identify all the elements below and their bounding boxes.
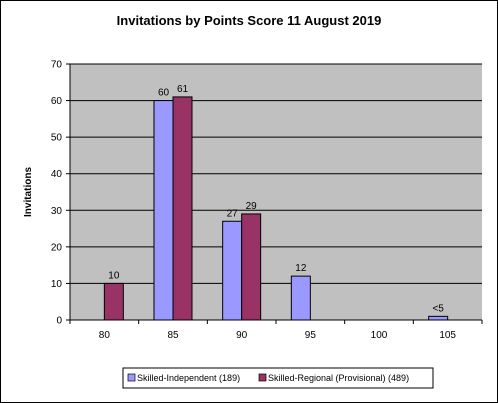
bars <box>103 96 449 321</box>
legend-swatch-skilled-independent <box>127 373 136 382</box>
x-tick-label-105: 105 <box>439 330 456 341</box>
bar-s0-85 <box>153 100 174 321</box>
x-tick-label-90: 90 <box>236 330 248 341</box>
y-tick-label-50: 50 <box>51 133 63 144</box>
y-tick-label-40: 40 <box>51 169 63 180</box>
legend: Skilled-Independent (189) Skilled-Region… <box>122 367 434 389</box>
data-label-s1-85: 61 <box>177 84 189 95</box>
data-label-s0-90: 27 <box>227 208 239 219</box>
legend-box <box>122 367 434 389</box>
bar-s1-85 <box>172 96 193 321</box>
y-tick-label-10: 10 <box>51 279 63 290</box>
legend-label-skilled-regional: Skilled-Regional (Provisional) (489) <box>268 373 409 383</box>
data-label-s0-85: 60 <box>158 88 170 99</box>
y-tick-label-20: 20 <box>51 242 63 253</box>
x-tick-label-80: 80 <box>99 330 111 341</box>
x-tick-label-95: 95 <box>305 330 317 341</box>
bar-s1-90 <box>241 213 262 321</box>
y-axis-ticks: 0 10 20 30 40 50 60 70 <box>51 60 70 327</box>
bar-s1-80 <box>103 282 124 321</box>
x-tick-label-85: 85 <box>167 330 179 341</box>
data-label-s1-90: 29 <box>246 201 258 212</box>
data-label-s0-105: <5 <box>432 303 444 314</box>
data-label-s0-95: 12 <box>295 263 307 274</box>
bar-s0-95 <box>290 275 311 321</box>
legend-swatch-skilled-regional <box>258 373 267 382</box>
gridlines <box>70 63 482 284</box>
bar-s0-105 <box>428 315 449 321</box>
y-tick-label-70: 70 <box>51 60 63 71</box>
y-tick-label-30: 30 <box>51 206 63 217</box>
y-axis-label: Invitations <box>23 167 34 217</box>
data-labels: 60 27 12 <5 10 61 29 <box>108 84 444 314</box>
data-label-s1-80: 10 <box>108 270 120 281</box>
plot-area <box>70 64 482 320</box>
legend-label-skilled-independent: Skilled-Independent (189) <box>137 373 240 383</box>
y-tick-label-0: 0 <box>56 316 62 327</box>
x-axis-ticks: 80 85 90 95 100 105 <box>69 320 483 341</box>
x-tick-label-100: 100 <box>371 330 388 341</box>
chart-title: Invitations by Points Score 11 August 20… <box>117 13 382 28</box>
y-tick-label-60: 60 <box>51 96 63 107</box>
bar-s0-90 <box>222 220 243 321</box>
